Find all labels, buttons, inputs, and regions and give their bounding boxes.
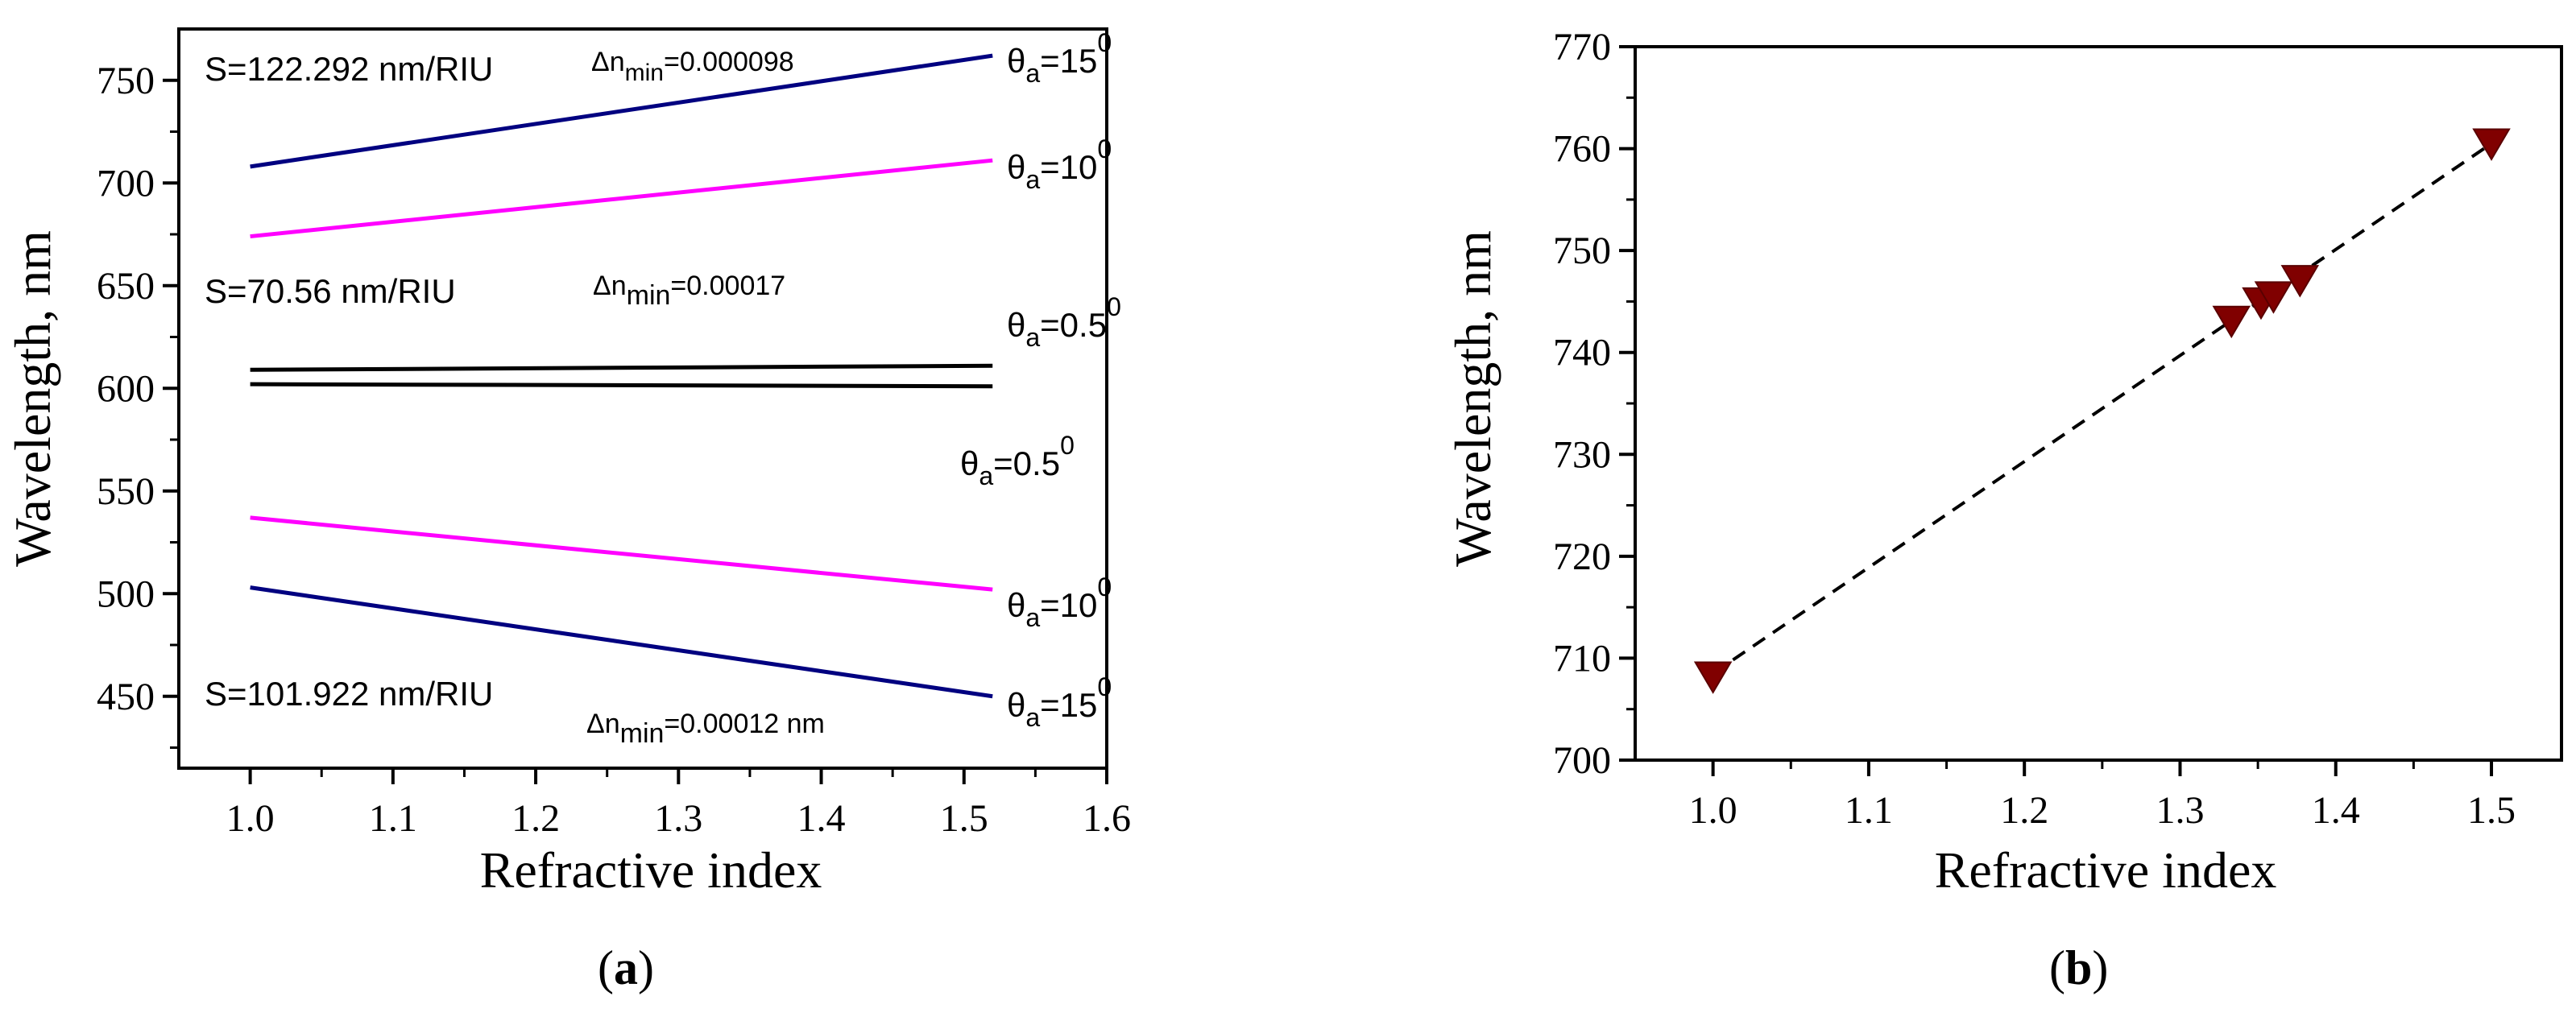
chart-a-x-tick-label: 1.4	[797, 797, 846, 840]
chart-a-theta-label: θa=100	[1007, 573, 1112, 632]
chart-b: 700 710 720 730 740 750 760 770 1.0 1.1 1.2 1.3 1.4…	[1444, 26, 2563, 994]
chart-a-x-tick-label: 1.0	[226, 797, 275, 840]
chart-a-theta-label: θa=100	[1007, 134, 1112, 194]
chart-a-y-tick-label: 650	[97, 265, 155, 308]
chart-a-theta-label: θa=150	[1007, 28, 1112, 88]
chart-a-xlabel: Refractive index	[480, 841, 822, 899]
chart-a-series-line	[250, 382, 993, 389]
panel-label-b: (b)	[2049, 941, 2108, 994]
chart-b-y-tick-label: 740	[1553, 332, 1611, 374]
chart-a-x-tick-label: 1.6	[1083, 797, 1131, 840]
chart-a-x-tick-label: 1.2	[511, 797, 560, 840]
chart-b-x-tick-label: 1.1	[1845, 789, 1893, 832]
chart-b-x-tick-label: 1.3	[2156, 789, 2204, 832]
chart-a-x-tick-label: 1.1	[369, 797, 417, 840]
chart-b-x-tick-label: 1.5	[2467, 789, 2516, 832]
chart-a-series-line	[250, 53, 993, 169]
chart-b-data-point	[2212, 305, 2251, 339]
chart-a-series-line	[250, 515, 993, 592]
chart-a-theta-label: θa=0.50	[960, 431, 1075, 490]
chart-a-x-tick-label: 1.3	[654, 797, 702, 840]
chart-a-y-tick-label: 700	[97, 162, 155, 205]
chart-a-annotation-dn-mid: Δnmin=0.00017	[593, 271, 785, 311]
chart-a-x-ticks: 1.0 1.1 1.2 1.3 1.4 1.5 1.6	[226, 768, 1131, 840]
chart-a-series-line	[250, 158, 993, 239]
chart-a-plot-frame	[177, 27, 1108, 770]
chart-a-annotation-s-bot: S=101.922 nm/RIU	[205, 675, 493, 713]
chart-a: 450 500 550 600 650 700 750 1.0 1.1 1.2 1.3 1.4 1.5…	[4, 27, 1131, 994]
chart-b-data-point	[2254, 281, 2293, 314]
chart-a-annotation-dn-bot: Δnmin=0.00012 nm	[586, 709, 825, 749]
chart-a-ylabel: Wavelength, nm	[4, 230, 61, 567]
chart-b-xlabel: Refractive index	[1935, 841, 2277, 899]
chart-a-y-tick-label: 500	[97, 573, 155, 615]
chart-b-series	[1693, 128, 2511, 694]
chart-b-data-point	[2472, 128, 2511, 161]
chart-a-y-ticks: 450 500 550 600 650 700 750	[97, 60, 179, 749]
chart-b-y-ticks: 700 710 720 730 740 750 760 770	[1553, 26, 1635, 782]
chart-a-y-tick-label: 750	[97, 60, 155, 102]
chart-b-x-tick-label: 1.4	[2312, 789, 2360, 832]
panel-label-a: (a)	[598, 941, 654, 994]
chart-b-y-tick-label: 710	[1553, 637, 1611, 680]
chart-b-y-tick-label: 770	[1553, 26, 1611, 68]
chart-a-series	[250, 53, 993, 699]
chart-a-annotation-s-top: S=122.292 nm/RIU	[205, 50, 493, 88]
chart-b-fit-line	[1712, 142, 2493, 676]
chart-a-theta-label: θa=150	[1007, 672, 1112, 732]
chart-a-theta-label: θa=0.50	[1007, 292, 1121, 352]
chart-a-series-line	[250, 585, 993, 699]
chart-b-x-tick-label: 1.0	[1689, 789, 1737, 832]
chart-b-y-tick-label: 760	[1553, 128, 1611, 171]
chart-a-y-tick-label: 550	[97, 470, 155, 513]
chart-b-ylabel: Wavelength, nm	[1444, 230, 1501, 567]
chart-b-x-ticks: 1.0 1.1 1.2 1.3 1.4 1.5	[1689, 760, 2516, 832]
chart-a-annotation-dn-top: Δnmin=0.000098	[591, 47, 794, 86]
chart-b-y-tick-label: 730	[1553, 433, 1611, 476]
chart-b-x-tick-label: 1.2	[2000, 789, 2048, 832]
chart-b-y-tick-label: 750	[1553, 229, 1611, 272]
chart-b-data-point	[1693, 661, 1733, 694]
chart-a-x-tick-label: 1.5	[940, 797, 988, 840]
chart-a-annotation-s-mid: S=70.56 nm/RIU	[205, 272, 456, 310]
chart-b-data-point	[2280, 265, 2320, 298]
chart-b-y-tick-label: 700	[1553, 739, 1611, 782]
chart-a-series-line	[250, 363, 993, 372]
chart-a-y-tick-label: 600	[97, 367, 155, 410]
chart-a-y-tick-label: 450	[97, 676, 155, 718]
chart-b-plot-frame	[1634, 45, 2563, 762]
chart-b-y-tick-label: 720	[1553, 535, 1611, 578]
